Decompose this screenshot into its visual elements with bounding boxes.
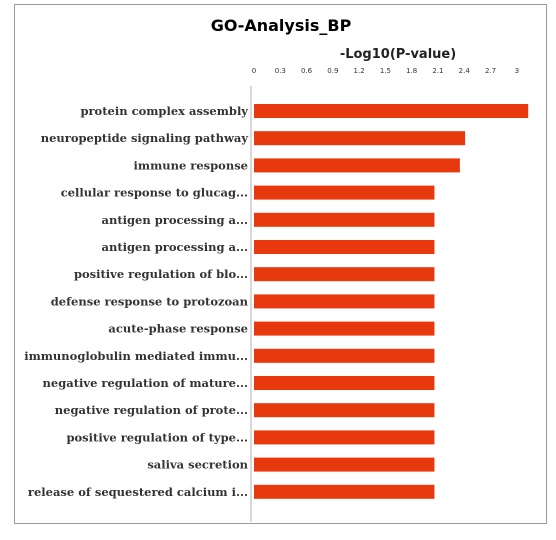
- category-label: negative regulation of mature...: [43, 376, 248, 390]
- category-label: immune response: [134, 158, 248, 172]
- category-label: neuropeptide signaling pathway: [41, 131, 249, 145]
- category-label: cellular response to glucag...: [61, 186, 248, 200]
- category-label: positive regulation of blo...: [74, 267, 248, 281]
- bar: [254, 240, 435, 254]
- bar: [254, 212, 435, 227]
- x-tick-label: 0.9: [327, 67, 338, 75]
- bar: [254, 267, 435, 282]
- x-tick-label: 1.5: [380, 67, 391, 75]
- category-label: acute-phase response: [108, 322, 248, 336]
- category-label: positive regulation of type...: [66, 430, 248, 444]
- bar: [254, 294, 435, 309]
- category-label: saliva secretion: [147, 458, 248, 472]
- category-label: negative regulation of prote...: [55, 403, 248, 417]
- x-axis-ticks: 0 0.3 0.6 0.9 1.2 1.5 1.8 2.1 2.4 2.7 3: [252, 67, 519, 75]
- bar: [254, 348, 435, 363]
- category-label: protein complex assembly: [80, 104, 248, 118]
- bar: [254, 430, 435, 445]
- x-tick-label: 2.7: [485, 67, 496, 75]
- x-tick-label: 3: [515, 67, 519, 75]
- bar: [254, 376, 435, 390]
- category-label: antigen processing a...: [102, 213, 249, 227]
- bar: [254, 403, 435, 418]
- bar: [254, 104, 529, 118]
- category-label: release of sequestered calcium i...: [28, 485, 248, 499]
- x-tick-label: 0.3: [275, 67, 286, 75]
- bars: [254, 104, 529, 499]
- category-label: immunoglobulin mediated immu...: [24, 349, 248, 363]
- x-tick-label: 1.8: [406, 67, 417, 75]
- bar: [254, 484, 435, 499]
- x-tick-label: 2.4: [459, 67, 471, 75]
- x-tick-label: 0.6: [301, 67, 313, 75]
- category-labels: protein complex assembly neuropeptide sig…: [24, 104, 248, 499]
- x-tick-label: 0: [252, 67, 256, 75]
- chart-title: GO-Analysis_BP: [211, 16, 352, 35]
- bar: [254, 131, 466, 146]
- bar: [254, 185, 435, 200]
- x-tick-label: 2.1: [432, 67, 443, 75]
- bar: [254, 321, 435, 336]
- x-tick-label: 1.2: [354, 67, 365, 75]
- x-axis-title: -Log10(P-value): [340, 47, 456, 62]
- category-label: defense response to protozoan: [51, 294, 249, 308]
- bar: [254, 158, 460, 173]
- bar: [254, 457, 435, 472]
- category-label: antigen processing a...: [102, 240, 249, 254]
